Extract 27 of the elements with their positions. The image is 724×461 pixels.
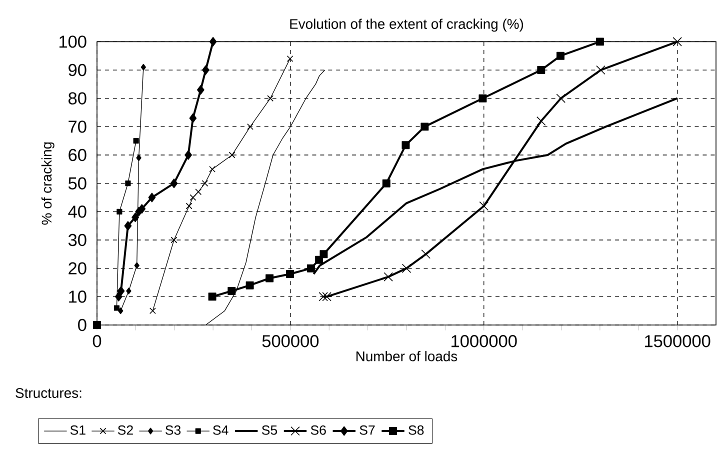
y-tick-label: 30 [68,234,86,246]
x-tick-label: 500000 [262,335,319,348]
y-tick-label: 10 [69,290,86,303]
legend-label: S2 [118,425,133,435]
y-tick-label: 0 [78,318,86,332]
y-tick-label: 100 [59,36,86,48]
legend-label: S6 [310,425,326,435]
y-tick-label: 40 [68,206,86,218]
y-tick-label: 60 [68,148,86,162]
chart-title: Evolution of the extent of cracking (%) [290,18,524,32]
legend-label: S3 [165,425,181,435]
legend-label: S1 [70,425,86,435]
x-tick-label: 1000000 [452,335,517,348]
y-tick-label: 20 [68,262,86,274]
legend-label: S5 [262,425,278,435]
x-axis-title: Number of loads [356,351,458,362]
y-axis-title: % of cracking [41,142,54,225]
y-tick-label: 50 [68,177,86,190]
x-tick-label: 0 [92,335,102,348]
text: Structures: [16,388,82,398]
legend-label: S7 [360,425,375,435]
y-tick-label: 80 [68,92,86,104]
legend-label: S4 [213,425,228,435]
y-tick-label: 70 [68,120,86,133]
legend-label: S8 [408,425,424,435]
y-tick-label: 90 [68,64,86,76]
x-tick-label: 1500000 [645,335,710,348]
